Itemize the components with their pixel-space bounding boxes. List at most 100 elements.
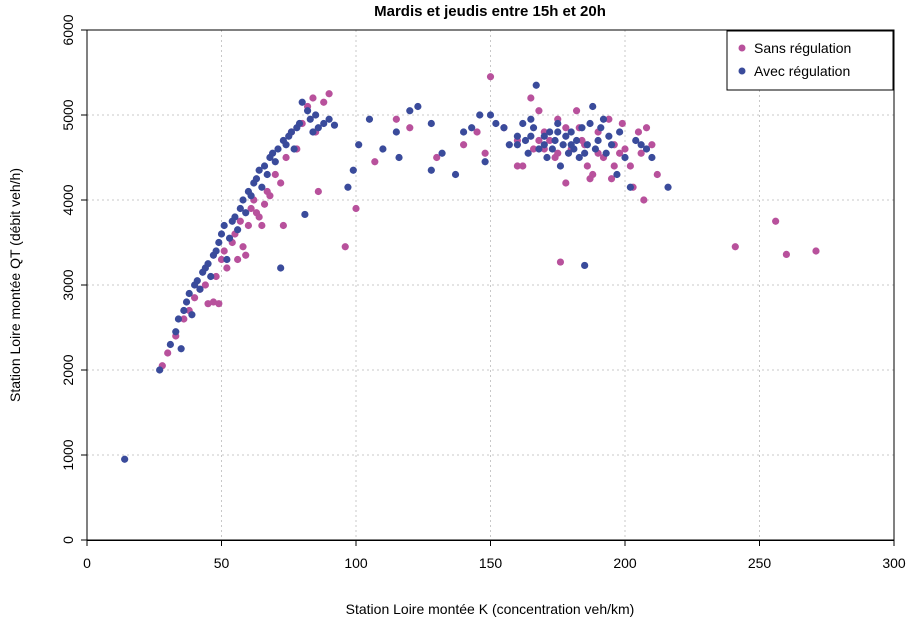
- point-sans-regulation: [610, 162, 618, 170]
- point-sans-regulation: [637, 149, 645, 157]
- point-sans-regulation: [653, 170, 661, 179]
- point-sans-regulation: [556, 258, 565, 266]
- point-avec-regulation: [282, 141, 290, 149]
- point-avec-regulation: [185, 289, 193, 298]
- point-sans-regulation: [215, 300, 223, 308]
- point-avec-regulation: [196, 285, 204, 293]
- point-sans-regulation: [201, 281, 209, 289]
- point-avec-regulation: [207, 272, 215, 281]
- point-sans-regulation: [352, 204, 360, 213]
- point-sans-regulation: [782, 250, 791, 258]
- point-avec-regulation: [554, 119, 562, 128]
- point-sans-regulation: [234, 255, 242, 264]
- point-avec-regulation: [527, 115, 535, 123]
- point-avec-regulation: [258, 183, 266, 191]
- point-avec-regulation: [468, 124, 476, 132]
- point-avec-regulation: [500, 124, 508, 132]
- point-sans-regulation: [223, 264, 231, 272]
- point-sans-regulation: [277, 179, 285, 187]
- data-points: [121, 73, 820, 463]
- y-tick-label: 1000: [60, 439, 76, 470]
- point-sans-regulation: [562, 124, 570, 132]
- point-sans-regulation: [473, 128, 481, 136]
- point-sans-regulation: [554, 149, 562, 157]
- point-avec-regulation: [298, 98, 306, 106]
- point-avec-regulation: [591, 145, 600, 153]
- point-avec-regulation: [548, 145, 556, 153]
- point-sans-regulation: [562, 179, 570, 187]
- point-avec-regulation: [521, 136, 530, 145]
- point-sans-regulation: [772, 217, 780, 225]
- x-tick-label: 300: [882, 555, 906, 571]
- point-sans-regulation: [260, 200, 269, 208]
- point-avec-regulation: [247, 192, 255, 200]
- point-sans-regulation: [626, 162, 634, 170]
- point-avec-regulation: [379, 145, 387, 153]
- point-avec-regulation: [637, 141, 645, 149]
- point-avec-regulation: [274, 145, 282, 153]
- point-avec-regulation: [290, 145, 298, 153]
- legend-marker-avec-regulation: [738, 67, 746, 75]
- point-sans-regulation: [529, 145, 538, 153]
- x-tick-label: 200: [613, 555, 637, 571]
- point-avec-regulation: [414, 102, 422, 111]
- point-avec-regulation: [314, 124, 322, 132]
- point-sans-regulation: [220, 247, 228, 255]
- point-avec-regulation: [287, 128, 296, 136]
- point-sans-regulation: [513, 162, 522, 170]
- point-sans-regulation: [527, 94, 535, 102]
- point-sans-regulation: [519, 162, 527, 170]
- point-sans-regulation: [621, 145, 629, 153]
- point-avec-regulation: [406, 107, 414, 115]
- point-avec-regulation: [344, 183, 352, 191]
- point-avec-regulation: [427, 119, 435, 128]
- point-avec-regulation: [182, 298, 191, 306]
- point-sans-regulation: [242, 251, 250, 259]
- point-avec-regulation: [535, 145, 543, 153]
- point-avec-regulation: [395, 153, 403, 162]
- y-axis: 0 1000 2000 3000 4000 5000 6000: [60, 14, 87, 544]
- point-avec-regulation: [306, 115, 314, 123]
- point-avec-regulation: [551, 136, 559, 145]
- point-avec-regulation: [252, 175, 261, 183]
- point-avec-regulation: [519, 119, 527, 128]
- y-tick-label: 4000: [60, 184, 76, 215]
- point-sans-regulation: [180, 315, 188, 323]
- point-sans-regulation: [583, 162, 591, 170]
- point-sans-regulation: [546, 136, 554, 145]
- point-avec-regulation: [188, 311, 196, 319]
- point-avec-regulation: [564, 149, 573, 157]
- point-avec-regulation: [486, 111, 495, 119]
- point-avec-regulation: [451, 170, 460, 179]
- point-avec-regulation: [581, 149, 589, 157]
- point-avec-regulation: [532, 81, 540, 89]
- point-avec-regulation: [365, 115, 374, 123]
- point-sans-regulation: [648, 141, 656, 149]
- point-sans-regulation: [247, 204, 255, 213]
- point-avec-regulation: [212, 247, 220, 255]
- legend-label-avec-regulation: Avec régulation: [754, 63, 850, 79]
- y-tick-label: 0: [60, 536, 76, 544]
- point-sans-regulation: [812, 247, 820, 255]
- point-avec-regulation: [586, 119, 594, 128]
- point-avec-regulation: [231, 213, 239, 221]
- point-avec-regulation: [476, 111, 484, 119]
- point-sans-regulation: [191, 294, 199, 302]
- point-avec-regulation: [567, 141, 575, 149]
- point-avec-regulation: [540, 132, 548, 140]
- point-avec-regulation: [223, 255, 231, 264]
- point-avec-regulation: [613, 170, 621, 179]
- point-avec-regulation: [242, 209, 250, 217]
- point-avec-regulation: [255, 166, 263, 174]
- point-avec-regulation: [438, 149, 446, 157]
- point-avec-regulation: [642, 145, 651, 153]
- point-avec-regulation: [263, 170, 271, 179]
- x-tick-label: 0: [83, 555, 91, 571]
- x-axis: 0 50 100 150 200 250 300: [83, 540, 906, 571]
- point-sans-regulation: [634, 128, 643, 136]
- point-sans-regulation: [271, 170, 279, 179]
- point-sans-regulation: [255, 213, 263, 221]
- point-sans-regulation: [616, 149, 624, 157]
- point-avec-regulation: [277, 264, 285, 272]
- point-avec-regulation: [301, 210, 309, 219]
